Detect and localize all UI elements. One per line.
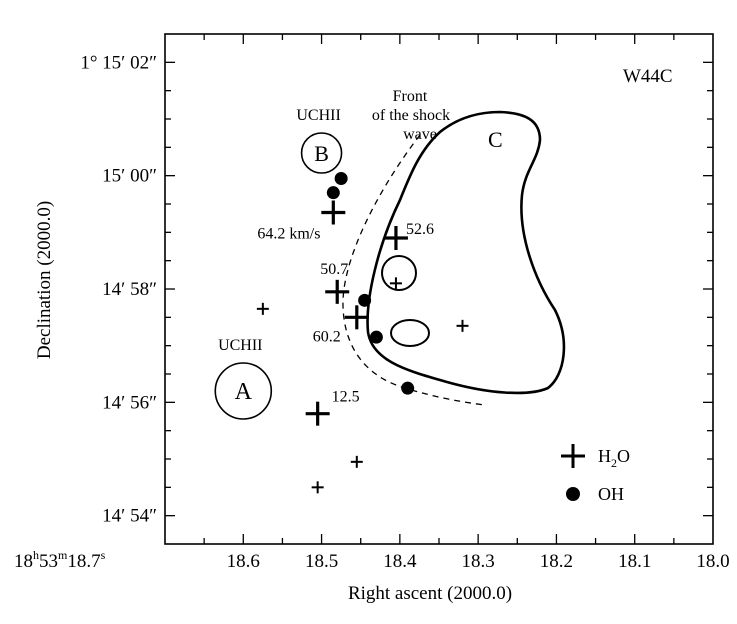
region-c-circle [381, 255, 417, 291]
shock-front-curve [342, 134, 486, 406]
uchii-circle-b [300, 132, 343, 174]
x-tick-label: 18.4 [383, 551, 417, 572]
uchii-label-a: UCHII [218, 337, 262, 354]
y-tick-label: 14′ 54″ [102, 506, 157, 527]
oh-maser-layer [326, 172, 415, 395]
h2o-velocity-label: 52.6 [406, 221, 434, 238]
x-axis-ticks: 18.6 18.5 18.4 18.3 18.2 18.1 18.0 [203, 34, 730, 572]
x-tick-label: 18.6 [227, 551, 260, 572]
x-axis-label: Right ascent (2000.0) [348, 583, 512, 604]
x-tick-label: 18.5 [305, 551, 338, 572]
region-c-ellipse [390, 319, 430, 347]
legend-oh-marker [566, 487, 580, 501]
oh-maser-point [358, 293, 372, 307]
shock-front-label: Front of the shock wave [372, 88, 454, 143]
x-tick-label: 18.2 [540, 551, 573, 572]
legend-h2o-label: H2O [598, 446, 630, 470]
h2o-maser-layer: 64.2 km/s 52.6 50.7 60.2 12.5 [256, 200, 469, 494]
h2o-velocity-label: 12.5 [332, 389, 360, 406]
oh-maser-point [334, 172, 348, 185]
h2o-velocity-label: 64.2 km/s [257, 226, 320, 243]
legend-oh-label: OH [598, 484, 624, 504]
h2o-velocity-label: 60.2 [313, 328, 341, 345]
y-tick-label: 15′ 00″ [102, 166, 157, 187]
uchii-name-a: A [235, 379, 253, 405]
uchii-label-b: UCHII [296, 107, 340, 124]
uchii-layer: A UCHII B UCHII [214, 107, 343, 420]
y-tick-label: 14′ 58″ [102, 279, 157, 300]
oh-maser-point [401, 381, 415, 395]
uchii-circle-a [214, 362, 273, 420]
uchii-name-b: B [314, 141, 329, 166]
x-tick-label: 18.1 [618, 551, 651, 572]
oh-maser-point [326, 186, 340, 200]
y-axis-label: Declination (2000.0) [34, 201, 55, 359]
h2o-velocity-label: 50.7 [320, 261, 348, 278]
region-c-outline [366, 110, 566, 395]
y-tick-label: 1° 15′ 02″ [80, 52, 157, 73]
y-axis-ticks: 1° 15′ 02″ 15′ 00″ 14′ 58″ 14′ 56″ 14′ 54″ [80, 52, 713, 527]
x-tick-label: 18.3 [462, 551, 495, 572]
chart-title: W44C [623, 66, 673, 87]
x-tick-label: 18.0 [696, 551, 729, 572]
legend: H2O OH [561, 444, 630, 504]
oh-maser-point [369, 330, 383, 344]
region-c-label: C [488, 127, 503, 152]
legend-h2o-marker [561, 444, 585, 468]
x-origin-label: 18h53m18.7s [14, 548, 106, 572]
y-tick-label: 14′ 56″ [102, 392, 157, 413]
